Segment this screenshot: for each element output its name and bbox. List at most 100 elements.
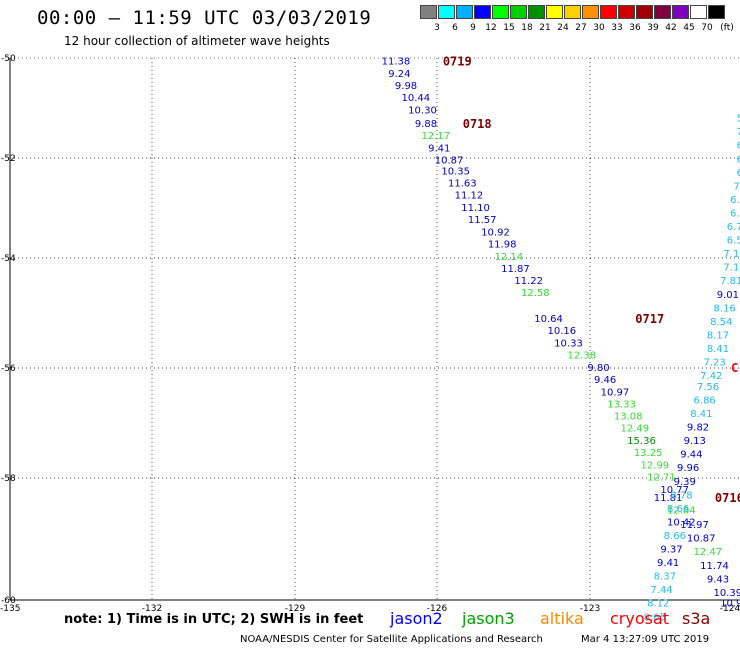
wave-height-value: 5	[737, 114, 740, 125]
wave-height-value: 6.4	[730, 208, 740, 219]
wave-height-value: 11.98	[488, 239, 517, 250]
wave-height-value: 10.92	[481, 227, 510, 238]
wave-height-value: 10.97	[601, 387, 630, 398]
scale-label: 18	[521, 23, 533, 33]
wave-height-value: 9.82	[687, 423, 709, 434]
scale-swatch	[510, 5, 527, 19]
wave-height-value: 11.97	[680, 520, 709, 531]
wave-height-value: 7.15	[723, 263, 740, 274]
wave-height-value: 7.81	[720, 276, 740, 287]
wave-height-value: 9.41	[657, 558, 679, 569]
wave-height-value: 8.65	[644, 612, 666, 623]
wave-height-value: 8.54	[710, 317, 732, 328]
wave-height-value: 10.87	[687, 534, 716, 545]
scale-swatch	[546, 5, 563, 19]
wave-height-value: 10.16	[548, 326, 577, 337]
wave-height-value: 9.39	[674, 477, 696, 488]
scale-label: 39	[647, 23, 659, 33]
wave-height-value: 10.64	[534, 314, 563, 325]
wave-height-value: 11.12	[455, 191, 484, 202]
scale-swatch	[474, 5, 491, 19]
wave-height-value: 6.	[737, 154, 740, 165]
pass-time-label: 0718	[463, 117, 492, 131]
wave-height-value: 8.66	[667, 504, 689, 515]
wave-height-value: 10.93	[720, 599, 740, 610]
satellite-legend-jason3: jason3	[462, 609, 515, 628]
lon-tick-label: -123	[580, 604, 600, 614]
wave-height-value: 9.41	[428, 143, 450, 154]
wave-height-value: 7.42	[700, 371, 722, 382]
wave-height-value: 8.16	[713, 303, 735, 314]
scale-label: 15	[503, 23, 515, 33]
scale-swatch	[618, 5, 635, 19]
wave-height-value: 9.98	[395, 81, 417, 92]
scale-swatch	[600, 5, 617, 19]
scale-label: 27	[575, 23, 587, 33]
wave-height-value: 11.22	[514, 276, 543, 287]
wave-height-value: 12.17	[421, 131, 450, 142]
scale-swatch	[636, 5, 653, 19]
scale-unit: (ft)	[720, 23, 734, 33]
scale-label: 12	[485, 23, 497, 33]
wave-height-value: 9.37	[660, 545, 682, 556]
wave-height-value: 8.37	[654, 572, 676, 583]
pass-time-label: 0717	[635, 312, 664, 326]
wave-height-value: 11.10	[461, 203, 490, 214]
scale-label: 45	[683, 23, 695, 33]
chart-title: 00:00 – 11:59 UTC 03/03/2019	[37, 7, 372, 29]
wave-height-value: 13.33	[607, 399, 636, 410]
scale-swatch	[492, 5, 509, 19]
scale-swatch	[582, 5, 599, 19]
wave-height-value: 8.41	[690, 409, 712, 420]
scale-label: 42	[665, 23, 677, 33]
scale-label: 21	[539, 23, 551, 33]
wave-height-value: 12.58	[521, 288, 550, 299]
wave-height-value: 11.74	[700, 561, 729, 572]
scale-swatch	[528, 5, 545, 19]
pass-time-label-clipped: C	[731, 361, 738, 375]
wave-height-value: 10.39	[713, 588, 740, 599]
wave-height-value: 8.41	[707, 344, 729, 355]
wave-height-value: 9.24	[388, 69, 410, 80]
scale-label: 24	[557, 23, 569, 33]
scale-swatch	[420, 5, 437, 19]
wave-height-value: 7.	[733, 181, 740, 192]
wave-height-value: 9.80	[587, 363, 609, 374]
wave-height-value: 15.36	[627, 436, 656, 447]
lat-tick-label: -54	[1, 254, 16, 264]
credit-text: NOAA/NESDIS Center for Satellite Applica…	[240, 634, 543, 645]
lon-tick-label: -132	[142, 604, 162, 614]
footnote: note: 1) Time is in UTC; 2) SWH is in fe…	[64, 612, 364, 627]
wave-height-value: 13.08	[614, 412, 643, 423]
wave-height-value: 7.12	[723, 249, 740, 260]
scale-label: 6	[452, 23, 458, 33]
scale-label: 33	[611, 23, 623, 33]
wave-height-value: 11.57	[468, 215, 497, 226]
lat-tick-label: -52	[1, 154, 16, 164]
wave-height-value: 8.66	[664, 531, 686, 542]
lon-tick-label: -126	[427, 604, 448, 614]
wave-height-value: 10.30	[408, 105, 437, 116]
wave-height-value: 10.87	[435, 155, 464, 166]
pass-time-label: 0719	[443, 55, 472, 69]
scale-label: 70	[701, 23, 713, 33]
wave-height-value: 10.42	[667, 517, 696, 528]
wave-height-value: 6.59	[727, 236, 740, 247]
wave-height-value: 7.44	[650, 585, 672, 596]
lon-tick-label: -129	[285, 604, 306, 614]
satellite-legend-altika: altika	[540, 609, 584, 628]
wave-height-value: 12.47	[694, 547, 723, 558]
wave-height-value: 11.87	[501, 264, 530, 275]
lon-tick-label: -135	[0, 604, 20, 614]
wave-height-value: 7	[737, 127, 740, 138]
wave-height-value: 13.25	[634, 448, 663, 459]
wave-height-value: 9.43	[707, 574, 729, 585]
wave-height-value: 11.38	[382, 57, 411, 68]
wave-height-value: 9.46	[594, 375, 616, 386]
wave-height-value: 6	[737, 141, 740, 152]
scale-label: 3	[434, 23, 440, 33]
wave-height-value: 12.49	[621, 424, 650, 435]
lat-tick-label: -56	[1, 364, 16, 374]
wave-height-value: 6.4	[730, 195, 740, 206]
